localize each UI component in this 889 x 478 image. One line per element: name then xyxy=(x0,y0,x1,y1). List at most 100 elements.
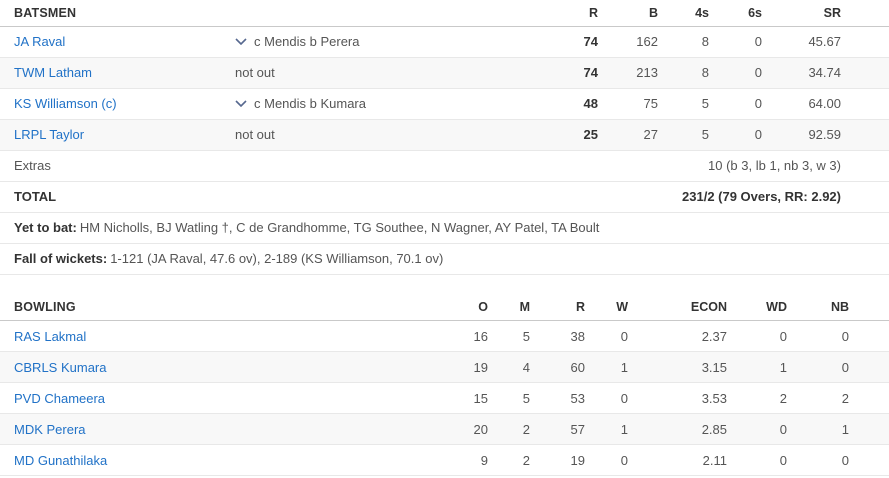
no-balls-value: 1 xyxy=(841,421,849,437)
column-header-wickets: W xyxy=(616,300,628,315)
total-row: TOTAL 231/2 (79 Overs, RR: 2.92) xyxy=(0,181,889,212)
bowler-name-link[interactable]: MDK Perera xyxy=(14,421,86,437)
strike-rate-value: 64.00 xyxy=(808,96,841,111)
wides-value: 0 xyxy=(779,421,787,437)
column-header-runs: R xyxy=(588,5,598,20)
chevron-down-icon[interactable] xyxy=(235,38,247,45)
fall-of-wickets-row: Fall of wickets: 1-121 (JA Raval, 47.6 ov… xyxy=(0,243,889,274)
bowler-name-link[interactable]: CBRLS Kumara xyxy=(14,359,107,375)
yet-to-bat-label: Yet to bat: xyxy=(14,220,77,235)
fours-value: 5 xyxy=(701,127,709,142)
economy-value: 3.15 xyxy=(701,359,727,375)
wickets-value: 1 xyxy=(620,359,628,375)
overs-value: 9 xyxy=(480,452,488,468)
batsman-row: JA Raval c Mendis b Perera 74 162 8 0 45… xyxy=(0,26,889,57)
balls-value: 213 xyxy=(636,65,658,80)
yet-to-bat-row: Yet to bat: HM Nicholls, BJ Watling †, C … xyxy=(0,212,889,243)
economy-value: 2.37 xyxy=(701,328,727,344)
runs-value: 25 xyxy=(583,127,598,142)
bowling-section-title: BOWLING xyxy=(14,300,76,315)
extras-label: Extras xyxy=(14,158,51,173)
batsman-name-link[interactable]: JA Raval xyxy=(14,34,66,49)
fall-of-wickets-detail: 1-121 (JA Raval, 47.6 ov), 2-189 (KS Wil… xyxy=(110,251,444,266)
sixes-value: 0 xyxy=(754,34,762,49)
column-header-overs: O xyxy=(478,300,488,315)
no-balls-value: 0 xyxy=(841,359,849,375)
runs-value: 74 xyxy=(583,65,598,80)
batsman-name-link[interactable]: TWM Latham xyxy=(14,65,93,80)
column-header-maidens: M xyxy=(519,300,530,315)
overs-value: 15 xyxy=(473,390,488,406)
wides-value: 1 xyxy=(779,359,787,375)
wickets-value: 1 xyxy=(620,421,628,437)
dismissal-text: not out xyxy=(235,65,275,80)
bowler-name-link[interactable]: MD Gunathilaka xyxy=(14,452,108,468)
batsman-row: KS Williamson (c) c Mendis b Kumara 48 7… xyxy=(0,88,889,119)
wickets-value: 0 xyxy=(620,452,628,468)
no-balls-value: 2 xyxy=(841,390,849,406)
strike-rate-value: 34.74 xyxy=(808,65,841,80)
bowler-name-link[interactable]: PVD Chameera xyxy=(14,390,106,406)
yet-to-bat-players: HM Nicholls, BJ Watling †, C de Grandhom… xyxy=(79,220,600,235)
column-header-no-balls: NB xyxy=(830,300,849,315)
economy-value: 2.11 xyxy=(702,452,727,468)
column-header-wides: WD xyxy=(766,300,787,315)
balls-value: 27 xyxy=(643,127,658,142)
wickets-value: 0 xyxy=(620,390,628,406)
no-balls-value: 0 xyxy=(841,328,849,344)
section-divider xyxy=(0,275,889,295)
extras-row: Extras 10 (b 3, lb 1, nb 3, w 3) xyxy=(0,150,889,181)
column-header-sixes: 6s xyxy=(748,5,762,20)
batting-section-title: BATSMEN xyxy=(14,5,77,20)
fours-value: 5 xyxy=(701,96,709,111)
strike-rate-value: 45.67 xyxy=(808,34,841,49)
wickets-value: 0 xyxy=(620,328,628,344)
wides-value: 2 xyxy=(779,390,787,406)
dismissal-text: not out xyxy=(235,127,275,142)
fours-value: 8 xyxy=(701,34,709,49)
overs-value: 16 xyxy=(473,328,488,344)
column-header-fours: 4s xyxy=(695,5,709,20)
runs-value: 60 xyxy=(570,359,585,375)
bowler-row: PVD Chameera 15 5 53 0 3.53 2 2 xyxy=(0,383,889,414)
economy-value: 2.85 xyxy=(701,421,727,437)
batting-table: BATSMEN R B 4s 6s SR JA Raval c Mendis b… xyxy=(0,0,889,274)
extras-value: 10 (b 3, lb 1, nb 3, w 3) xyxy=(708,158,841,173)
runs-value: 57 xyxy=(570,421,585,437)
batsman-name-link[interactable]: LRPL Taylor xyxy=(14,127,85,142)
dismissal-text: c Mendis b Perera xyxy=(254,34,360,49)
dismissal-text: c Mendis b Kumara xyxy=(254,96,366,111)
balls-value: 75 xyxy=(643,96,658,111)
batting-header-row: BATSMEN R B 4s 6s SR xyxy=(0,0,889,26)
chevron-down-icon[interactable] xyxy=(235,100,247,107)
runs-value: 53 xyxy=(570,390,585,406)
total-value: 231/2 (79 Overs, RR: 2.92) xyxy=(682,189,841,204)
no-balls-value: 0 xyxy=(841,452,849,468)
overs-value: 19 xyxy=(473,359,488,375)
economy-value: 3.53 xyxy=(701,390,727,406)
bowling-header-row: BOWLING O M R W ECON WD NB xyxy=(0,295,889,321)
batsman-row: TWM Latham not out 74 213 8 0 34.74 xyxy=(0,57,889,88)
batsman-row: LRPL Taylor not out 25 27 5 0 92.59 xyxy=(0,119,889,150)
fours-value: 8 xyxy=(701,65,709,80)
sixes-value: 0 xyxy=(754,65,762,80)
bowler-row: MD Gunathilaka 9 2 19 0 2.11 0 0 xyxy=(0,445,889,476)
bowler-row: MDK Perera 20 2 57 1 2.85 0 1 xyxy=(0,413,889,445)
column-header-runs: R xyxy=(575,300,585,315)
overs-value: 20 xyxy=(473,421,488,437)
runs-value: 48 xyxy=(583,96,598,111)
column-header-economy: ECON xyxy=(690,300,727,315)
maidens-value: 2 xyxy=(522,452,530,468)
strike-rate-value: 92.59 xyxy=(808,127,841,142)
bowler-row: RAS Lakmal 16 5 38 0 2.37 0 0 xyxy=(0,321,889,352)
column-header-balls: B xyxy=(648,5,658,20)
total-label: TOTAL xyxy=(14,189,57,204)
batsman-name-link[interactable]: KS Williamson (c) xyxy=(14,96,117,111)
maidens-value: 4 xyxy=(522,359,530,375)
sixes-value: 0 xyxy=(754,96,762,111)
fall-of-wickets-label: Fall of wickets: xyxy=(14,251,108,266)
wides-value: 0 xyxy=(779,328,787,344)
bowler-row: CBRLS Kumara 19 4 60 1 3.15 1 0 xyxy=(0,351,889,383)
sixes-value: 0 xyxy=(754,127,762,142)
bowler-name-link[interactable]: RAS Lakmal xyxy=(14,328,87,344)
